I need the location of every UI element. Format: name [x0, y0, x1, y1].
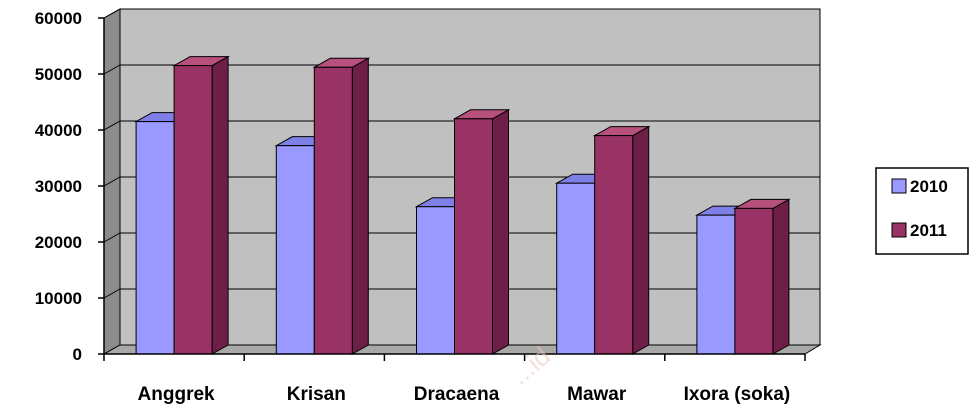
y-tick-label: 10000	[35, 289, 82, 308]
x-category-label: Anggrek	[138, 384, 216, 405]
legend-box	[875, 167, 969, 255]
x-category-label: Ixora (soka)	[684, 384, 791, 405]
x-axis-category-labels: Anggrek Krisan Dracaena Mawar Ixora (soka)	[138, 384, 791, 405]
bar-side-face	[492, 108, 509, 355]
gridline-side	[103, 120, 121, 131]
bar-front-face	[556, 182, 596, 355]
bar-side-face	[772, 198, 790, 355]
legend-label: 2010	[910, 177, 948, 196]
legend: 2010 2011	[875, 167, 969, 255]
y-axis-tick-labels: 0 10000 20000 30000 40000 50000 60000	[35, 9, 82, 364]
bar-side-face	[351, 57, 369, 355]
y-tick-label: 30000	[35, 177, 82, 196]
x-category-label: Dracaena	[414, 384, 500, 405]
y-tick-label: 0	[73, 345, 82, 364]
bar-front-face	[454, 118, 493, 355]
bar-front-face	[416, 206, 455, 355]
y-tick-label: 50000	[35, 65, 82, 84]
bar-side-face	[632, 125, 650, 355]
bar-2011-anggrek	[172, 55, 231, 355]
bar-front-face	[135, 121, 175, 355]
bar-2011-mawar	[592, 125, 651, 355]
gridline-side	[103, 8, 121, 19]
legend-swatch	[891, 222, 907, 238]
y-tick-label: 20000	[35, 233, 82, 252]
gridline-side	[103, 288, 121, 299]
bar-front-face	[734, 207, 774, 355]
bar-2011-ixora-soka-	[732, 198, 791, 355]
bar-side-face	[211, 55, 229, 355]
x-category-label: Krisan	[287, 384, 346, 405]
gridline-side	[103, 232, 121, 243]
bars	[134, 55, 791, 355]
bar-front-face	[594, 135, 634, 355]
x-category-label: Mawar	[567, 384, 627, 405]
axes	[98, 17, 806, 361]
bar-front-face	[696, 214, 736, 355]
bar-front-face	[313, 66, 353, 355]
bar-front-face	[275, 145, 315, 355]
legend-swatch	[891, 178, 907, 194]
legend-label: 2011	[910, 221, 947, 240]
y-tick-label: 40000	[35, 121, 82, 140]
bar-front-face	[173, 65, 213, 355]
gridline-side	[103, 176, 121, 187]
bar-2011-dracaena	[452, 108, 511, 355]
gridline-side	[103, 64, 121, 75]
bar-2011-krisan	[312, 57, 371, 355]
y-tick-label: 60000	[35, 9, 82, 28]
